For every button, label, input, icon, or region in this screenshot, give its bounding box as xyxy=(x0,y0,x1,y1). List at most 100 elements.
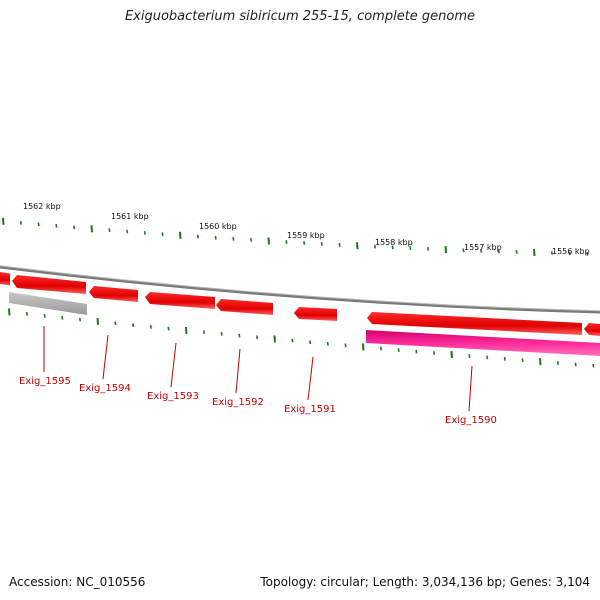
leader-exig-1593 xyxy=(170,342,177,388)
inner-tick xyxy=(450,350,453,359)
gene-label-exig-1592: Exig_1592 xyxy=(212,397,264,408)
inner-tick xyxy=(309,340,312,345)
inner-tick xyxy=(539,358,542,366)
inner-tick xyxy=(114,321,117,326)
outer-tick xyxy=(497,249,500,254)
gene-arrow-exig-1594[interactable] xyxy=(12,275,86,294)
outer-tick xyxy=(462,248,465,253)
gene-arrow-exig-1593[interactable] xyxy=(89,286,138,302)
outer-tick xyxy=(73,225,76,230)
inner-tick xyxy=(574,362,577,367)
inner-tick xyxy=(96,317,99,326)
inner-tick xyxy=(273,335,276,343)
gene-label-exig-1591: Exig_1591 xyxy=(284,404,336,415)
outer-tick xyxy=(108,228,111,232)
outer-tick xyxy=(586,251,589,256)
inner-tick xyxy=(220,332,223,336)
outer-tick xyxy=(161,232,164,236)
inner-tick xyxy=(238,333,241,338)
outer-tick xyxy=(409,246,412,251)
outer-tick xyxy=(480,249,483,253)
outer-tick xyxy=(568,251,571,256)
gene-arrow-left-edge[interactable] xyxy=(0,272,10,286)
inner-tick xyxy=(256,335,259,340)
outer-tick xyxy=(232,236,235,241)
outer-tick xyxy=(444,246,447,254)
outer-tick xyxy=(550,251,553,255)
inner-tick xyxy=(433,351,436,355)
leader-exig-1590 xyxy=(468,365,473,412)
outer-tick xyxy=(373,244,376,249)
gene-arrow-right-edge[interactable] xyxy=(584,323,600,336)
gene-arrow-magenta[interactable] xyxy=(366,330,600,356)
scale-ticks-inner xyxy=(8,308,595,368)
inner-tick xyxy=(486,355,489,360)
scale-label-1562: 1562 kbp xyxy=(23,202,61,211)
outer-tick xyxy=(179,231,182,239)
leader-exig-1592 xyxy=(235,348,241,394)
outer-tick xyxy=(533,248,536,257)
scale-labels: 1562 kbp 1561 kbp 1560 kbp 1559 kbp 1558… xyxy=(23,202,590,256)
inner-tick xyxy=(8,308,11,316)
scale-label-1560: 1560 kbp xyxy=(199,222,237,231)
inner-tick xyxy=(592,363,595,368)
outer-tick xyxy=(303,241,306,245)
inner-tick xyxy=(362,343,365,351)
gene-arrow-exig-1590[interactable] xyxy=(294,307,337,321)
outer-tick xyxy=(285,240,288,244)
leader-exig-1591 xyxy=(307,356,314,401)
outer-tick xyxy=(126,229,129,234)
inner-tick xyxy=(167,326,170,331)
scale-label-1556: 1556 kbp xyxy=(552,247,590,256)
genes-minus-strand xyxy=(0,272,600,336)
inner-tick xyxy=(379,346,382,351)
outer-tick xyxy=(37,222,40,227)
gene-label-exig-1594: Exig_1594 xyxy=(79,383,131,394)
accession-text: Accession: NC_010556 xyxy=(9,575,146,589)
gene-arrow-exig-1592[interactable] xyxy=(145,292,215,309)
gene-label-exig-1595: Exig_1595 xyxy=(19,376,71,387)
outer-tick xyxy=(2,217,5,225)
leader-exig-1594 xyxy=(102,334,109,380)
inner-tick xyxy=(468,354,471,358)
inner-tick xyxy=(185,326,188,334)
gene-label-exig-1590: Exig_1590 xyxy=(445,415,497,426)
genome-info-text: Topology: circular; Length: 3,034,136 bp… xyxy=(260,575,590,589)
inner-tick xyxy=(291,338,294,343)
gene-labels: Exig_1595 Exig_1594 Exig_1593 Exig_1592 … xyxy=(19,326,497,426)
inner-tick xyxy=(43,313,46,318)
scale-label-1557: 1557 kbp xyxy=(464,243,502,252)
outer-tick xyxy=(19,220,22,225)
inner-tick xyxy=(149,325,152,329)
inner-tick xyxy=(521,358,524,363)
inner-tick xyxy=(503,357,506,361)
gene-label-exig-1593: Exig_1593 xyxy=(147,391,199,402)
scale-ticks-outer xyxy=(2,217,589,257)
inner-tick xyxy=(61,315,64,320)
outer-tick xyxy=(338,242,341,247)
scale-label-1559: 1559 kbp xyxy=(287,231,325,240)
gene-arrow-exig-1591[interactable] xyxy=(216,299,273,315)
genome-backbone xyxy=(0,265,600,314)
gene-arrow-exig-1595[interactable] xyxy=(9,292,87,315)
inner-tick xyxy=(132,323,135,327)
outer-tick xyxy=(90,225,93,233)
map-title: Exiguobacterium sibiricum 255-15, comple… xyxy=(124,9,476,24)
genes-plus-strand xyxy=(9,292,600,356)
scale-label-1561: 1561 kbp xyxy=(111,212,149,221)
outer-tick xyxy=(55,224,58,228)
outer-tick xyxy=(267,237,270,245)
outer-tick xyxy=(356,242,359,250)
outer-tick xyxy=(250,238,253,242)
inner-tick xyxy=(415,349,418,354)
outer-tick xyxy=(196,234,199,239)
gene-arrow-exig-1589[interactable] xyxy=(367,312,582,335)
inner-tick xyxy=(397,348,400,352)
inner-tick xyxy=(556,361,559,365)
inner-tick xyxy=(344,343,347,348)
outer-tick xyxy=(320,242,323,246)
outer-tick xyxy=(214,235,217,240)
inner-tick xyxy=(202,330,205,335)
outer-tick xyxy=(515,250,518,254)
